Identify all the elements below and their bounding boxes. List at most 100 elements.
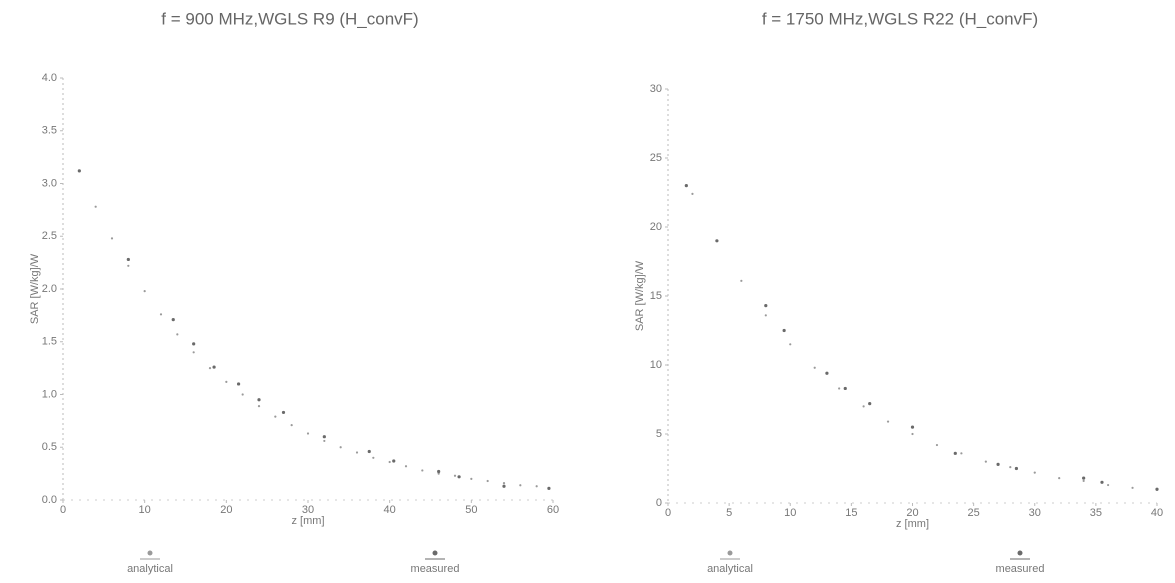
y-tick-label: 2.0 [42,283,57,295]
y-tick-label: 2.5 [42,230,57,242]
legend-label: measured [411,563,460,575]
data-point [437,469,441,474]
data-point [241,393,244,396]
x-tick-label: 10 [139,504,151,516]
data-point [1009,466,1012,469]
data-point [1155,487,1159,491]
data-point [110,237,114,240]
x-axis-label: z [mm] [896,518,929,530]
data-point [306,432,310,435]
data-point [1033,471,1036,474]
x-tick-label: 20 [220,504,232,516]
x-tick-label: 25 [968,507,980,519]
data-point [236,382,241,386]
data-point [192,351,195,354]
data-point [212,365,216,369]
x-tick-label: 20 [906,507,918,519]
data-point [281,410,286,415]
y-tick-label: 0.5 [42,441,57,453]
y-tick-label: 20 [650,221,662,233]
legend-symbol [432,550,438,556]
data-point [764,304,768,308]
data-point [868,402,872,406]
x-tick-label: 10 [784,507,796,519]
y-axis-label: SAR [W/kg]/W [634,260,646,331]
data-point [290,423,293,427]
legend-symbol [727,550,733,556]
data-point [126,257,130,262]
chart-title: f = 900 MHz,WGLS R9 (H_convF) [161,9,418,28]
data-point [392,459,396,463]
data-point [323,439,326,443]
legend-label: analytical [707,563,753,575]
data-point [470,477,473,480]
y-axis-label: SAR [W/kg]/W [29,253,41,324]
data-point [437,472,440,475]
data-point [192,342,196,346]
data-point [535,485,538,488]
data-point [127,264,130,267]
data-point [159,313,163,316]
data-point [911,432,914,436]
data-point [960,452,963,455]
data-point [404,465,408,468]
data-point [684,184,688,188]
data-point [1082,479,1085,483]
x-tick-label: 50 [465,504,477,516]
x-tick-label: 0 [60,504,66,516]
data-point [355,451,359,454]
data-point [143,290,146,293]
data-point [171,317,175,322]
data-point [1014,466,1019,471]
x-tick-label: 40 [1151,507,1163,519]
data-point [715,239,719,243]
x-tick-label: 30 [1029,507,1041,519]
data-point [176,333,179,336]
y-tick-label: 3.5 [42,125,57,137]
data-point [547,486,551,490]
data-point [453,474,457,477]
chart-title: f = 1750 MHz,WGLS R22 (H_convF) [762,9,1038,28]
data-point [838,387,841,390]
y-tick-label: 1.0 [42,388,57,400]
y-tick-label: 30 [650,83,662,95]
data-point [257,398,261,402]
data-point [862,405,865,408]
data-point [1082,476,1086,480]
y-tick-label: 1.5 [42,336,57,348]
data-point [274,415,277,418]
data-point [225,380,228,383]
x-tick-label: 35 [1090,507,1102,519]
data-point [257,405,261,408]
data-point [782,328,786,333]
y-tick-label: 25 [650,152,662,164]
data-point [996,462,1000,466]
data-point [1107,483,1110,487]
data-point [367,449,371,454]
x-axis-label: z [mm] [292,515,325,527]
data-point [1058,477,1061,480]
data-point [77,169,81,173]
data-point [322,435,326,439]
data-point [789,343,792,346]
x-tick-label: 5 [726,507,732,519]
x-tick-label: 30 [302,504,314,516]
y-tick-label: 0 [656,497,662,509]
data-point [388,460,391,464]
data-point [519,484,522,487]
data-point [843,386,847,391]
y-tick-label: 15 [650,290,662,302]
data-point [740,279,743,282]
data-point [764,314,767,317]
legend-symbol [1017,550,1023,556]
data-point [1131,486,1134,489]
data-point [813,366,816,369]
y-tick-label: 0.0 [42,494,57,506]
legend-label: analytical [127,563,173,575]
y-tick-label: 5 [656,428,662,440]
data-point [486,479,489,483]
data-point [208,367,212,370]
data-point [984,460,987,463]
data-point [502,482,506,485]
